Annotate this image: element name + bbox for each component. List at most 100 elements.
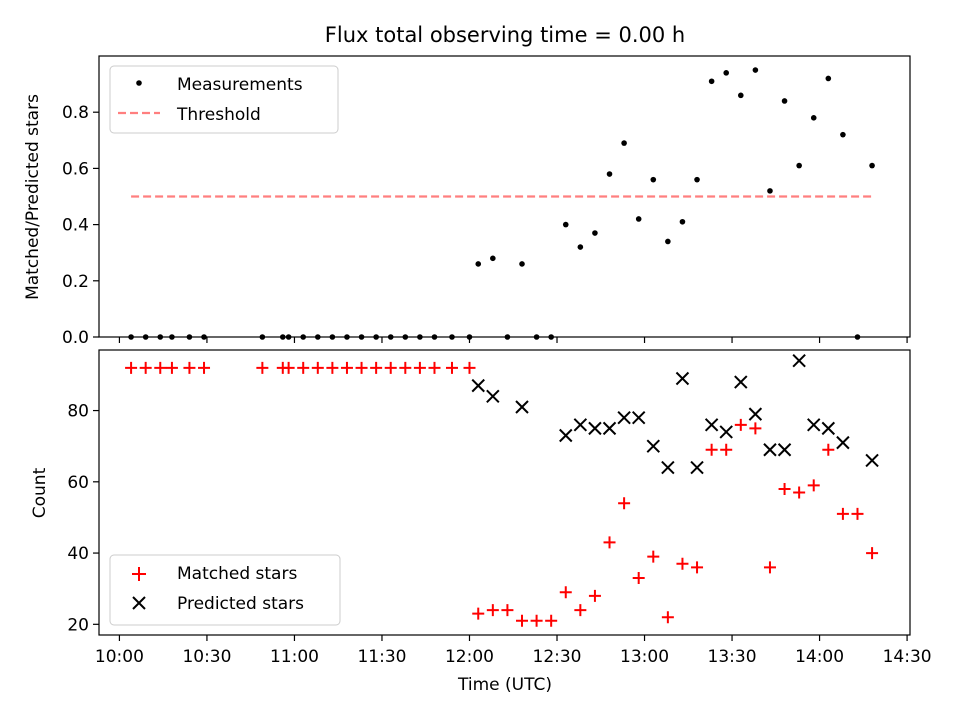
legend-label-measurements: Measurements [177, 75, 303, 95]
legend-marker-predicted [132, 596, 146, 610]
matched-star-point [632, 572, 645, 584]
matched-star-point [851, 507, 864, 520]
matched-star-point [413, 361, 426, 374]
matched-star-point [778, 482, 791, 495]
predicted-star-point [777, 443, 792, 457]
bottom-y-tick-label: 60 [67, 473, 89, 493]
matched-star-point [486, 604, 499, 617]
bottom-plot-frame [98, 349, 911, 636]
x-tick-label: 11:00 [270, 647, 319, 667]
matched-star-point [516, 614, 529, 627]
x-tick-label: 11:30 [357, 647, 406, 667]
matched-star-point [749, 422, 762, 435]
matched-star-point [661, 611, 674, 624]
matched-star-point [676, 557, 689, 570]
matched-star-point [705, 443, 718, 456]
measurement-point [781, 98, 788, 104]
matched-star-point [734, 418, 747, 431]
measurement-point [796, 162, 802, 169]
measurement-point [810, 115, 817, 121]
matched-star-point [384, 361, 397, 374]
measurement-point [606, 171, 613, 177]
bottom-y-tick-label: 80 [67, 402, 89, 422]
top-panel: Flux total observing time = 0.00 h 0.0 0.… [23, 23, 911, 348]
predicted-star-point [486, 389, 500, 404]
measurement-point [635, 216, 642, 222]
predicted-star-point [763, 443, 777, 457]
bottom-legend: Matched stars Predicted stars [109, 554, 341, 626]
bottom-legend-box [109, 554, 341, 626]
bottom-panel: 20 40 60 80 10:00 10:30 11:00 11:30 12:00 12:30 1… [30, 349, 932, 695]
measurement-point [708, 78, 715, 85]
matched-star-point [793, 486, 806, 499]
x-tick-label: 10:00 [95, 647, 144, 667]
predicted-star-point [661, 460, 675, 475]
measurement-point [723, 70, 730, 76]
matched-star-point [125, 361, 138, 374]
predicted-star-point [865, 453, 879, 468]
top-y-tick-label: 0.4 [62, 216, 89, 236]
predicted-star-point [675, 371, 690, 386]
predicted-star-point [792, 353, 806, 368]
matched-star-point [588, 589, 601, 602]
predicted-star-point [704, 418, 719, 432]
top-y-tick-label: 0.6 [62, 159, 89, 179]
matched-star-point [603, 536, 616, 549]
matched-star-point [198, 361, 211, 374]
matched-star-point [545, 614, 558, 627]
matched-star-point [647, 550, 660, 563]
predicted-star-point [602, 421, 617, 436]
top-legend: Measurements Threshold [109, 65, 339, 134]
x-tick-label: 13:00 [620, 647, 669, 667]
predicted-star-point [573, 418, 588, 432]
bottom-y-tick-label: 40 [67, 544, 89, 564]
legend-marker-matched [132, 567, 146, 581]
matched-star-point [340, 361, 353, 374]
legend-label-threshold: Threshold [176, 105, 261, 125]
matched-star-point [370, 361, 383, 374]
measurement-point [577, 244, 584, 250]
bottom-y-axis-label: Count [30, 467, 50, 518]
x-tick-label: 10:30 [182, 647, 231, 667]
matched-star-point [326, 361, 339, 374]
predicted-star-point [748, 407, 763, 421]
top-plot-frame [98, 55, 911, 338]
measurement-point [592, 230, 598, 236]
matched-star-point [822, 443, 835, 456]
legend-marker-measurements [136, 80, 142, 86]
predicted-star-point [515, 400, 529, 414]
predicted-star-point [690, 460, 704, 475]
measurement-point [869, 162, 875, 169]
predicted-star-point [617, 410, 631, 425]
matched-star-point [311, 361, 324, 374]
matched-star-point [399, 361, 412, 374]
predicted-star-point [471, 378, 485, 393]
matched-star-point [807, 479, 820, 492]
matched-star-point [691, 561, 704, 574]
matched-star-point [256, 361, 269, 374]
predicted-star-point [588, 421, 602, 436]
matched-star-point [428, 361, 441, 374]
predicted-star-point [807, 418, 821, 432]
top-legend-box [109, 65, 339, 134]
matched-star-point [472, 607, 485, 620]
matched-star-point [720, 443, 733, 456]
matched-star-point [183, 361, 196, 374]
matched-star-point [866, 547, 879, 560]
measurement-point [767, 188, 773, 194]
matched-star-point [559, 586, 572, 599]
measurement-point [490, 255, 496, 262]
predicted-star-point [559, 428, 573, 443]
x-tick-label: 13:30 [708, 647, 757, 667]
measurement-point [694, 176, 700, 183]
measurement-point [562, 221, 569, 228]
matched-star-point [618, 497, 631, 510]
top-y-axis-label: Matched/Predicted stars [23, 94, 43, 300]
measurement-point [737, 92, 744, 99]
top-y-tick-label: 0.8 [62, 103, 89, 123]
predicted-star-point [719, 425, 733, 439]
matched-star-point [445, 361, 458, 374]
top-y-tick-label: 0.2 [62, 272, 89, 292]
matched-star-point [463, 361, 476, 374]
